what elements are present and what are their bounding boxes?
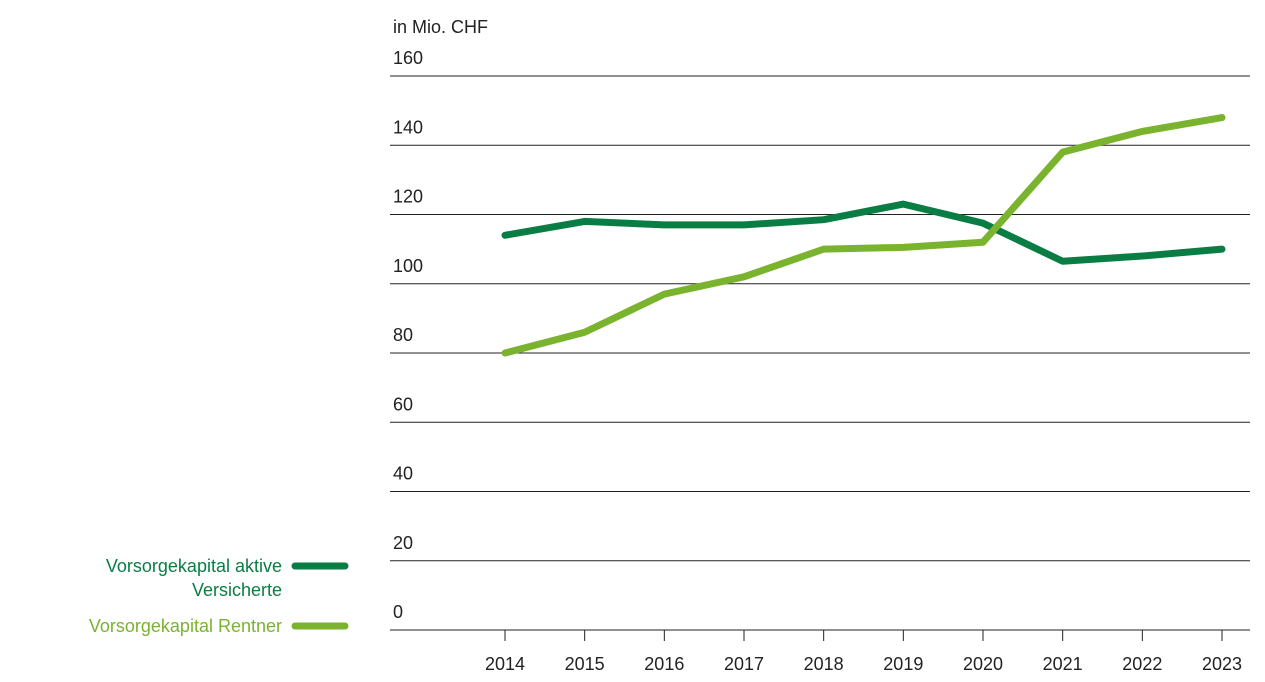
- y-tick-label: 140: [393, 117, 423, 137]
- axis-unit: in Mio. CHF: [393, 17, 488, 37]
- x-tick-label: 2023: [1202, 654, 1242, 674]
- x-tick-label: 2019: [883, 654, 923, 674]
- y-tick-label: 20: [393, 533, 413, 553]
- x-tick-label: 2014: [485, 654, 525, 674]
- series-line: [501, 114, 1226, 357]
- series-line: [501, 200, 1226, 265]
- y-tick-label: 60: [393, 394, 413, 414]
- y-tick-label: 120: [393, 187, 423, 207]
- legend-label: Vorsorgekapital Rentner: [88, 616, 282, 636]
- x-tick-label: 2015: [565, 654, 605, 674]
- x-tick-label: 2022: [1122, 654, 1162, 674]
- x-tick-label: 2018: [804, 654, 844, 674]
- x-tick-label: 2017: [724, 654, 764, 674]
- y-tick-label: 100: [393, 256, 423, 276]
- x-tick-label: 2016: [644, 654, 684, 674]
- x-tick-label: 2020: [963, 654, 1003, 674]
- legend-label: Vorsorgekapital aktive Versicherte: [105, 556, 282, 600]
- x-tick-label: 2021: [1043, 654, 1083, 674]
- y-tick-label: 40: [393, 464, 413, 484]
- y-tick-label: 80: [393, 325, 413, 345]
- y-tick-label: 0: [393, 602, 403, 622]
- y-tick-label: 160: [393, 48, 423, 68]
